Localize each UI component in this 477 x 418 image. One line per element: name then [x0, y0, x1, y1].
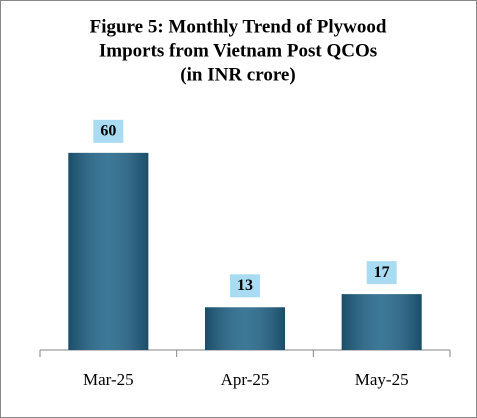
data-label-box [366, 261, 397, 285]
bar-shading [341, 294, 422, 350]
chart-title: Figure 5: Monthly Trend of Plywood Import… [90, 16, 387, 85]
data-label: 13 [237, 277, 253, 294]
x-tick-label: May-25 [355, 370, 409, 389]
title-line: Imports from Vietnam Post QCOs [99, 40, 377, 61]
title-line: Figure 5: Monthly Trend of Plywood [90, 16, 387, 37]
bar-shading [68, 152, 149, 350]
data-label-box [230, 274, 260, 298]
data-label: 60 [100, 123, 116, 140]
bar-shading [205, 307, 285, 350]
x-tick-label: Apr-25 [221, 370, 270, 389]
x-tick-label: Mar-25 [83, 370, 134, 389]
data-label: 17 [374, 264, 390, 281]
data-label-box [93, 119, 124, 143]
title-line: (in INR crore) [180, 64, 295, 85]
